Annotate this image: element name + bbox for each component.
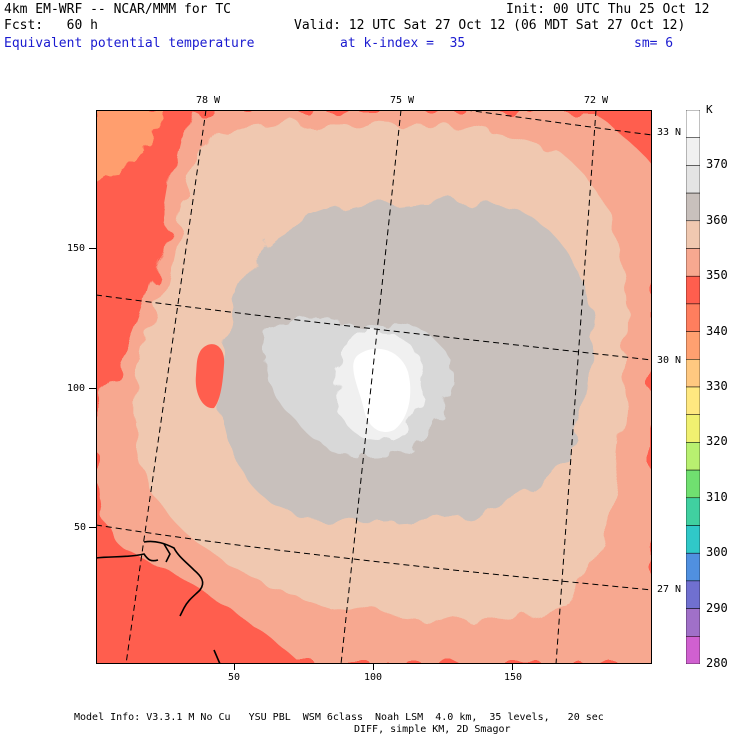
lon-label-78w: 78 W: [196, 95, 221, 106]
x-tick-50: 50: [228, 672, 241, 683]
y-tick-150: 150: [67, 243, 86, 254]
field-375-core: [353, 348, 411, 432]
legend-swatch: [686, 303, 700, 332]
legend-label: 360: [706, 212, 728, 227]
legend-swatch: [686, 248, 700, 277]
legend-label: 340: [706, 323, 728, 338]
legend-swatch: [686, 525, 700, 554]
legend-swatch: [686, 469, 700, 499]
init-time: Init: 00 UTC Thu 25 Oct 12: [506, 2, 710, 17]
field-330-patch: [96, 110, 166, 185]
y-tick-50: 50: [74, 522, 87, 533]
legend-label: 280: [706, 656, 728, 670]
legend-unit: K: [706, 103, 713, 116]
legend-label: 320: [706, 434, 728, 449]
model-info-line2: DIFF, simple KM, 2D Smagor: [354, 724, 511, 735]
legend-label: 300: [706, 545, 728, 560]
x-tick-mark: [234, 664, 235, 670]
x-tick-mark: [512, 664, 513, 670]
legend-swatch: [686, 414, 700, 443]
lon-label-72w: 72 W: [584, 95, 609, 106]
legend-label: 330: [706, 379, 728, 393]
x-tick-150: 150: [504, 672, 523, 683]
legend-swatch: [686, 110, 700, 138]
legend-swatch: [686, 331, 700, 360]
coastline: [96, 540, 221, 664]
lon-label-75w: 75 W: [390, 95, 415, 106]
legend-swatch: [686, 552, 700, 582]
x-tick-mark: [373, 664, 374, 670]
model-title: 4km EM-WRF -- NCAR/MMM for TC: [4, 2, 231, 17]
legend-swatch: [686, 608, 700, 637]
legend-swatch: [686, 359, 700, 388]
legend-swatch: [686, 137, 700, 166]
legend-swatch: [686, 580, 700, 609]
level-info: at k-index = 35: [340, 36, 466, 51]
legend-swatch: [686, 192, 700, 222]
legend-swatch: [686, 442, 700, 471]
legend-swatch: [686, 220, 700, 249]
legend-label: 310: [706, 489, 728, 504]
lat-lon-grid: [96, 110, 652, 664]
legend-swatch: [686, 497, 700, 526]
valid-time: Valid: 12 UTC Sat 27 Oct 12 (06 MDT Sat …: [294, 18, 686, 33]
y-tick-mark: [89, 388, 96, 389]
y-tick-100: 100: [67, 383, 86, 394]
smoothing-info: sm= 6: [634, 36, 674, 51]
legend-swatch: [686, 636, 700, 664]
legend-swatch: [686, 386, 700, 415]
theta-e-map: [96, 110, 652, 664]
y-tick-mark: [89, 527, 96, 528]
field-340-patch: [195, 344, 225, 409]
lat-label-30n: 30 N: [657, 355, 682, 366]
x-tick-100: 100: [364, 672, 383, 683]
forecast-hour: Fcst: 60 h: [4, 18, 98, 33]
legend-swatch: [686, 165, 700, 194]
lat-label-27n: 27 N: [657, 584, 682, 595]
field-name: Equivalent potential temperature: [4, 36, 255, 51]
model-info-line1: Model Info: V3.3.1 M No Cu YSU PBL WSM 6…: [74, 712, 604, 723]
legend-label: 290: [706, 600, 728, 615]
color-legend: [686, 110, 700, 664]
legend-label: 350: [706, 268, 728, 283]
legend-label: 370: [706, 157, 728, 172]
legend-swatch: [686, 275, 700, 305]
y-tick-mark: [89, 248, 96, 249]
lat-label-33n: 33 N: [657, 127, 682, 138]
